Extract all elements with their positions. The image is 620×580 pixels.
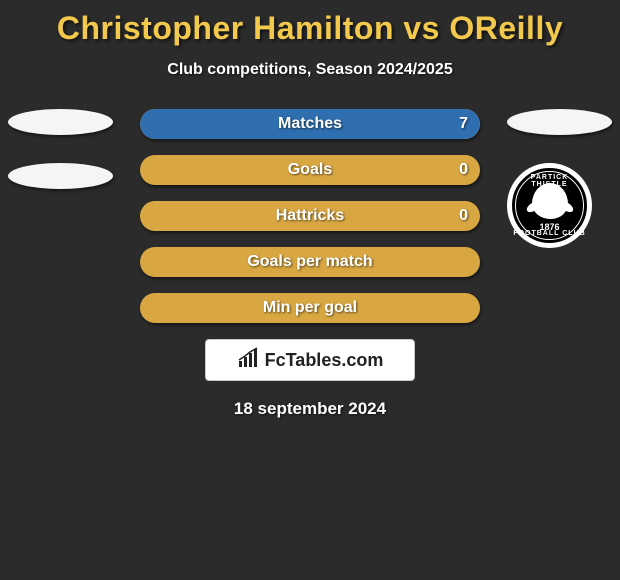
crest-bottom-text: FOOTBALL CLUB bbox=[512, 230, 587, 237]
stat-bar: Min per goal bbox=[140, 293, 480, 323]
bar-right-value: 7 bbox=[459, 109, 468, 139]
player-placeholder-icon bbox=[8, 109, 113, 135]
comparison-bars: Matches7 Goals0 Hattricks0 Goals per match M… bbox=[140, 109, 480, 323]
bar-chart-icon bbox=[237, 347, 261, 374]
page-title: Christopher Hamilton vs OReilly bbox=[0, 0, 620, 47]
generated-date: 18 september 2024 bbox=[0, 399, 620, 419]
club-crest-icon: PARTICK THISTLE 1876 FOOTBALL CLUB bbox=[507, 163, 592, 248]
bar-track bbox=[140, 109, 480, 139]
thistle-icon bbox=[532, 183, 568, 219]
stat-bar: Hattricks0 bbox=[140, 201, 480, 231]
stat-bar: Goals per match bbox=[140, 247, 480, 277]
bar-track bbox=[140, 155, 480, 185]
player-placeholder-icon bbox=[507, 109, 612, 135]
comparison-content: PARTICK THISTLE 1876 FOOTBALL CLUB Match… bbox=[0, 109, 620, 419]
logo-text: FcTables.com bbox=[265, 350, 384, 371]
bar-fill-right bbox=[140, 109, 480, 139]
bar-track bbox=[140, 247, 480, 277]
bar-right-value: 0 bbox=[459, 155, 468, 185]
right-player-icons: PARTICK THISTLE 1876 FOOTBALL CLUB bbox=[507, 109, 612, 248]
stat-bar: Goals0 bbox=[140, 155, 480, 185]
fctables-logo: FcTables.com bbox=[205, 339, 415, 381]
left-player-icons bbox=[8, 109, 113, 189]
page-subtitle: Club competitions, Season 2024/2025 bbox=[0, 61, 620, 79]
bar-right-value: 0 bbox=[459, 201, 468, 231]
stat-bar: Matches7 bbox=[140, 109, 480, 139]
bar-track bbox=[140, 293, 480, 323]
bar-track bbox=[140, 201, 480, 231]
club-placeholder-icon bbox=[8, 163, 113, 189]
